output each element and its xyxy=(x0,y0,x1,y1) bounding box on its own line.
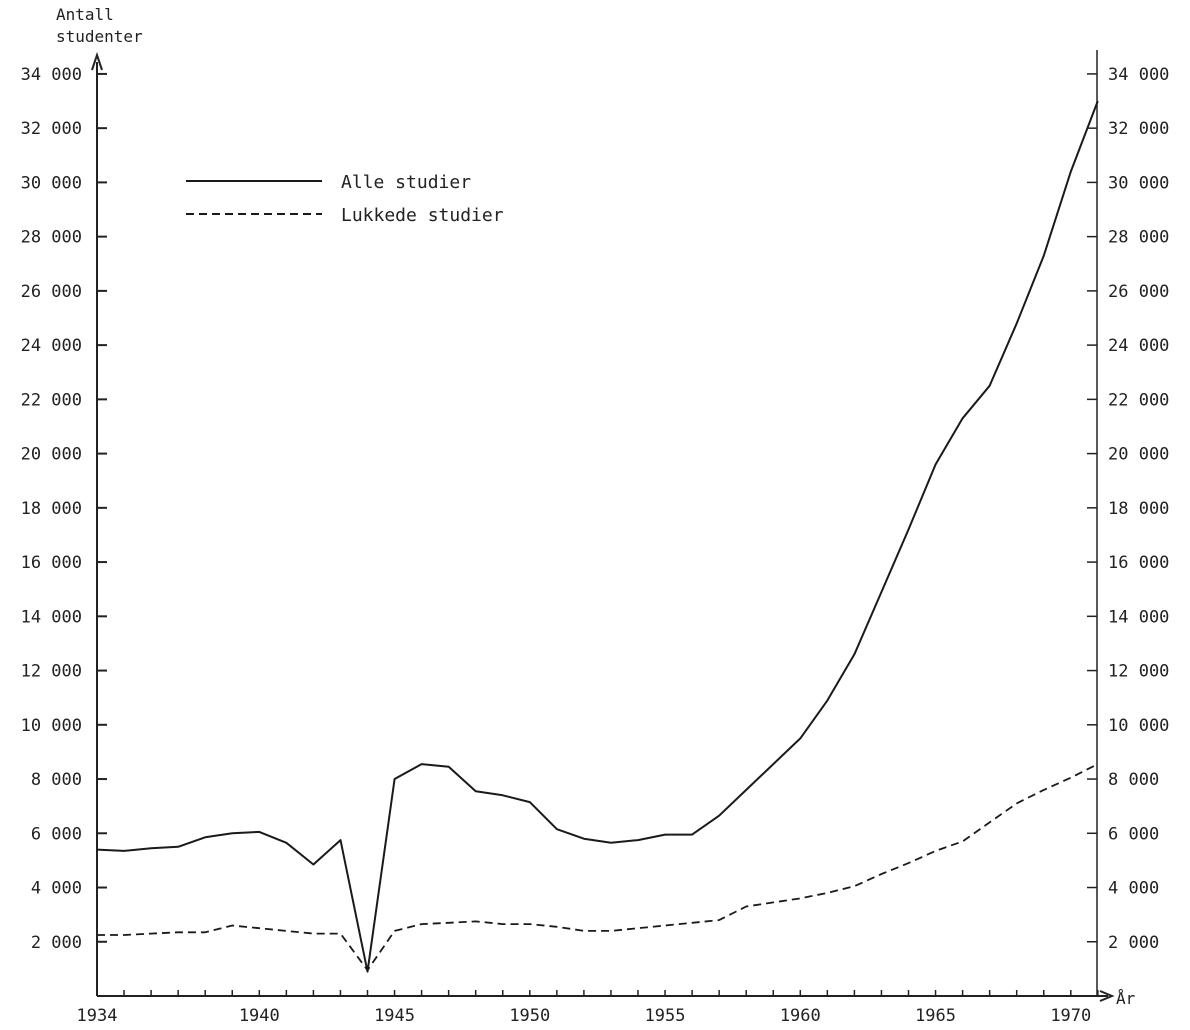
y-tick-label-left: 30 000 xyxy=(21,173,82,193)
y-tick-label-right: 24 000 xyxy=(1108,336,1169,356)
y-tick-label-right: 18 000 xyxy=(1108,499,1169,519)
x-tick-label: 1940 xyxy=(239,1006,280,1026)
y-tick-label-right: 10 000 xyxy=(1108,716,1169,736)
y-axis-title-line: studenter xyxy=(56,27,143,46)
y-tick-label-left: 28 000 xyxy=(21,228,82,248)
x-tick-label: 1934 xyxy=(77,1006,118,1026)
y-tick-label-right: 16 000 xyxy=(1108,553,1169,573)
x-tick-label: 1945 xyxy=(374,1006,415,1026)
y-tick-label-right: 8 000 xyxy=(1108,770,1159,790)
x-tick-label: 1960 xyxy=(780,1006,821,1026)
legend: Alle studier Lukkede studier xyxy=(186,172,504,226)
y-axis-title-line: Antall xyxy=(56,5,114,24)
y-tick-label-right: 20 000 xyxy=(1108,445,1169,465)
series-line-lukkede-studier xyxy=(97,763,1099,972)
y-tick-label-left: 16 000 xyxy=(21,553,82,573)
y-tick-label-left: 22 000 xyxy=(21,390,82,410)
legend-label: Alle studier xyxy=(341,172,471,193)
y-tick-label-right: 28 000 xyxy=(1108,228,1169,248)
y-tick-label-right: 4 000 xyxy=(1108,879,1159,899)
x-axis-title: År xyxy=(1116,989,1136,1008)
y-tick-label-right: 32 000 xyxy=(1108,119,1169,139)
y-tick-label-right: 2 000 xyxy=(1108,933,1159,953)
y-tick-label-left: 2 000 xyxy=(31,933,82,953)
x-tick-label: 1970 xyxy=(1050,1006,1091,1026)
y-tick-label-left: 20 000 xyxy=(21,445,82,465)
y-tick-label-right: 26 000 xyxy=(1108,282,1169,302)
y-tick-label-right: 6 000 xyxy=(1108,824,1159,844)
y-axis-arrow xyxy=(91,51,103,71)
y-tick-label-right: 34 000 xyxy=(1108,65,1169,85)
y-tick-label-left: 26 000 xyxy=(21,282,82,302)
x-tick-label: 1965 xyxy=(915,1006,956,1026)
x-tick-label: 1955 xyxy=(645,1006,686,1026)
x-tick-label: 1950 xyxy=(509,1006,550,1026)
series-lines xyxy=(96,100,1099,973)
legend-label: Lukkede studier xyxy=(341,205,504,226)
y-tick-label-left: 14 000 xyxy=(21,607,82,627)
y-tick-label-left: 10 000 xyxy=(21,716,82,736)
y-tick-label-left: 32 000 xyxy=(21,119,82,139)
y-tick-label-right: 14 000 xyxy=(1108,607,1169,627)
y-tick-label-left: 24 000 xyxy=(21,336,82,356)
series-line-alle-studier xyxy=(96,100,1099,973)
y-tick-label-right: 22 000 xyxy=(1108,390,1169,410)
y-tick-label-left: 18 000 xyxy=(21,499,82,519)
y-tick-label-left: 6 000 xyxy=(31,824,82,844)
ticks: 2 000 2 000 4 000 4 000 6 000 6 000 8 000 8 000… xyxy=(21,65,1170,1026)
y-tick-label-left: 4 000 xyxy=(31,879,82,899)
axes: Antall studenter År xyxy=(56,5,1136,1008)
y-tick-label-right: 12 000 xyxy=(1108,662,1169,682)
y-tick-label-right: 30 000 xyxy=(1108,173,1169,193)
y-tick-label-left: 34 000 xyxy=(21,65,82,85)
y-tick-label-left: 12 000 xyxy=(21,662,82,682)
x-axis-arrow xyxy=(1099,990,1115,1002)
y-tick-label-left: 8 000 xyxy=(31,770,82,790)
